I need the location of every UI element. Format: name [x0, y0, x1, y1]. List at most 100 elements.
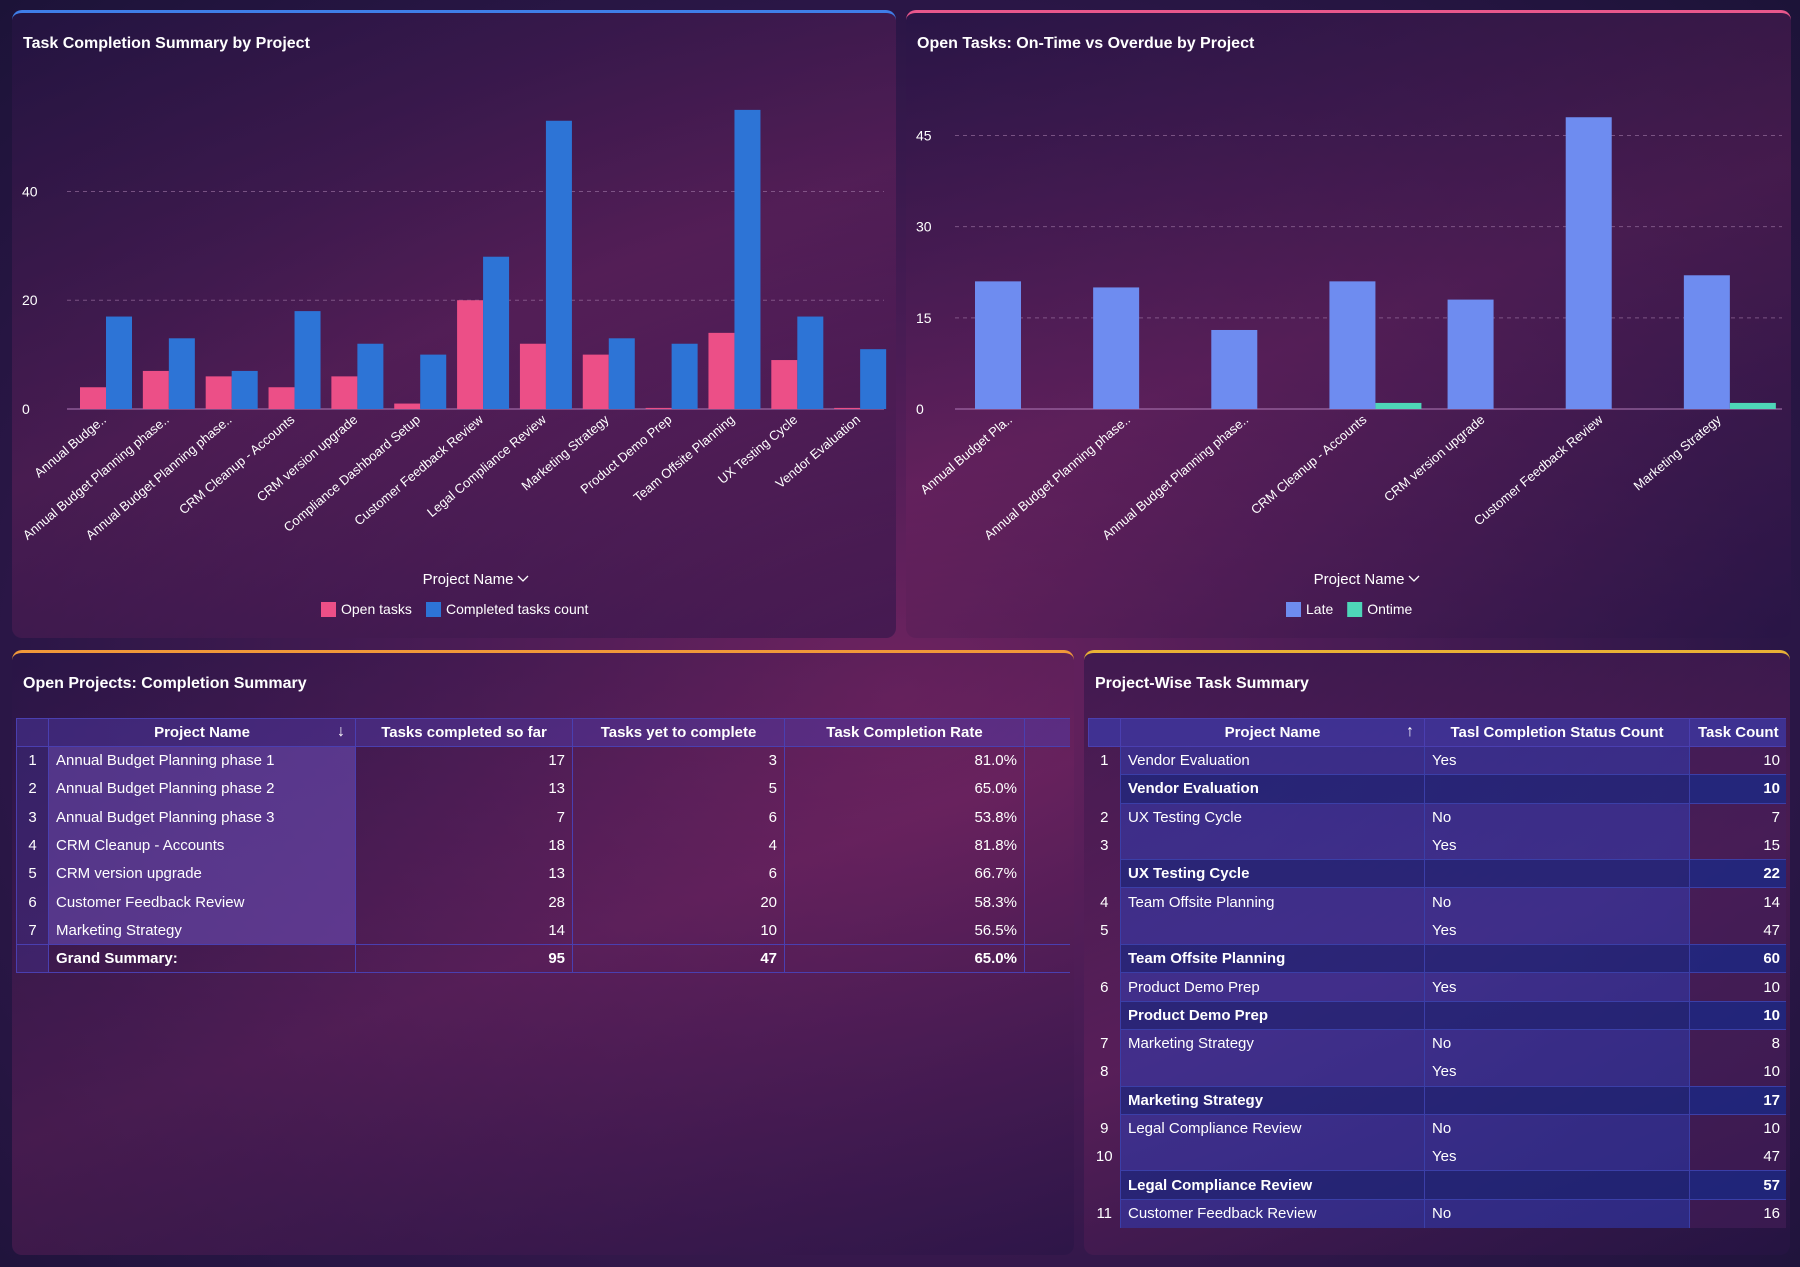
project-wise-table-panel: Project-Wise Task Summary Project Name ↑…: [1084, 650, 1790, 1255]
project-name-cell: Customer Feedback Review: [48, 887, 356, 917]
task-count-cell: 10: [1689, 1114, 1786, 1143]
table-row[interactable]: 3 Yes 15: [1089, 831, 1786, 860]
empty-cell: [1024, 774, 1070, 804]
empty-cell: [1024, 859, 1070, 888]
col-tasks-completed[interactable]: Tasks completed so far: [355, 718, 573, 747]
panel-title: Project-Wise Task Summary: [1095, 675, 1309, 692]
bar-completed-tasks-count: [231, 370, 258, 409]
chevron-down-icon: [517, 575, 529, 582]
table-row[interactable]: 10 Yes 47: [1089, 1142, 1786, 1171]
project-name-cell: [1120, 916, 1425, 945]
table-row[interactable]: 4 CRM Cleanup - Accounts 18 4 81.8%: [16, 831, 1070, 860]
subtotal-row[interactable]: Marketing Strategy 17: [1089, 1085, 1786, 1115]
col-completion-rate[interactable]: Task Completion Rate: [784, 718, 1025, 747]
x-tick-label: Customer Feedback Review: [351, 411, 486, 528]
row-index: 3: [16, 803, 49, 832]
index-header: [1088, 718, 1121, 747]
completion-rate-cell: 56.5%: [784, 916, 1025, 945]
status-count-cell: Yes: [1424, 1057, 1690, 1087]
bar-open-tasks: [519, 343, 546, 409]
row-index: [1089, 860, 1121, 888]
table-row[interactable]: 8 Yes 10: [1089, 1057, 1786, 1087]
bar-completed-tasks-count: [671, 343, 698, 409]
subtotal-row[interactable]: Vendor Evaluation 10: [1089, 774, 1786, 804]
empty-cell: [1024, 944, 1070, 974]
completion-rate-cell: 66.7%: [784, 859, 1025, 888]
bar-completed-tasks-count: [734, 109, 761, 409]
empty-cell: [1024, 803, 1070, 832]
col-tasks-yet[interactable]: Tasks yet to complete: [572, 718, 785, 747]
completion-rate-cell: 81.8%: [784, 831, 1025, 860]
project-name-cell: [1120, 1057, 1425, 1087]
table-row[interactable]: 7 Marketing Strategy 14 10 56.5%: [16, 916, 1070, 945]
y-tick-label: 15: [916, 310, 932, 326]
table-row[interactable]: 6 Product Demo Prep Yes 10: [1089, 972, 1786, 1002]
task-count-cell: 60: [1689, 944, 1786, 974]
table-row[interactable]: 1 Annual Budget Planning phase 1 17 3 81.0%: [16, 746, 1070, 775]
row-index: [1089, 775, 1121, 803]
row-index: 1: [16, 746, 49, 775]
table-row[interactable]: 2 Annual Budget Planning phase 2 13 5 65.0%: [16, 774, 1070, 804]
table-row[interactable]: 11 Customer Feedback Review No 16: [1089, 1199, 1786, 1228]
table-row[interactable]: 5 CRM version upgrade 13 6 66.7%: [16, 859, 1070, 888]
table-row[interactable]: 9 Legal Compliance Review No 10: [1089, 1114, 1786, 1143]
table-row[interactable]: 7 Marketing Strategy No 8: [1089, 1029, 1786, 1058]
legend-swatch: [426, 602, 441, 617]
subtotal-row[interactable]: Legal Compliance Review 57: [1089, 1170, 1786, 1200]
chevron-down-icon: [1408, 575, 1420, 582]
table-row[interactable]: 2 UX Testing Cycle No 7: [1089, 803, 1786, 832]
bar-open-tasks: [457, 300, 484, 409]
col-task-count[interactable]: Task Count: [1689, 718, 1786, 747]
project-name-cell: CRM Cleanup - Accounts: [48, 831, 356, 860]
table-row[interactable]: 1 Vendor Evaluation Yes 10: [1089, 746, 1786, 775]
legend-label: Open tasks: [341, 601, 412, 617]
table-row[interactable]: 6 Customer Feedback Review 28 20 58.3%: [16, 887, 1070, 917]
task-count-cell: 10: [1689, 1057, 1786, 1087]
panel-title: Open Tasks: On-Time vs Overdue by Projec…: [917, 35, 1255, 52]
row-index: [1089, 1086, 1121, 1114]
legend-swatch: [1286, 602, 1301, 617]
empty-header: [1024, 718, 1070, 747]
row-index: 5: [1100, 921, 1109, 939]
table-row[interactable]: 3 Annual Budget Planning phase 3 7 6 53.8%: [16, 803, 1070, 832]
panel-title: Task Completion Summary by Project: [23, 35, 310, 52]
sort-asc-icon[interactable]: ↑: [1406, 723, 1414, 740]
tasks-completed-cell: 28: [355, 887, 573, 917]
y-tick-label: 30: [916, 219, 932, 235]
legend-swatch: [321, 602, 336, 617]
subtotal-row[interactable]: UX Testing Cycle 22: [1089, 859, 1786, 889]
bar-open-tasks: [268, 387, 295, 409]
status-count-cell: [1424, 1085, 1690, 1115]
index-header: [16, 718, 49, 747]
sort-desc-icon[interactable]: ↓: [337, 723, 345, 740]
task-count-cell: 57: [1689, 1170, 1786, 1200]
row-index: 1: [1100, 752, 1109, 770]
grand-rate-cell: 65.0%: [784, 944, 1025, 974]
bar-completed-tasks-count: [860, 349, 887, 409]
col-project-name[interactable]: Project Name ↓: [48, 718, 356, 747]
subtotal-row[interactable]: Team Offsite Planning 60: [1089, 944, 1786, 974]
task-count-cell: 17: [1689, 1085, 1786, 1115]
x-tick-label: CRM Cleanup - Accounts: [1248, 411, 1370, 517]
project-name-cell: Vendor Evaluation: [1120, 746, 1425, 775]
bar-open-tasks: [771, 360, 798, 409]
x-tick-label: Team Offsite Planning: [630, 412, 737, 505]
task-count-cell: 10: [1689, 746, 1786, 775]
grand-done-cell: 95: [355, 944, 573, 974]
completion-rate-cell: 81.0%: [784, 746, 1025, 775]
table-row[interactable]: 4 Team Offsite Planning No 14: [1089, 887, 1786, 917]
status-count-cell: [1424, 774, 1690, 804]
subtotal-row[interactable]: Product Demo Prep 10: [1089, 1000, 1786, 1030]
tasks-yet-cell: 20: [572, 887, 785, 917]
table-row[interactable]: 5 Yes 47: [1089, 916, 1786, 945]
col-project-name[interactable]: Project Name ↑: [1120, 718, 1425, 747]
task-count-cell: 8: [1689, 1029, 1786, 1058]
project-name-cell: Annual Budget Planning phase 1: [48, 746, 356, 775]
col-status-count[interactable]: Tasl Completion Status Count: [1424, 718, 1690, 747]
bar-completed-tasks-count: [483, 256, 510, 409]
y-tick-label: 0: [916, 401, 924, 417]
x-tick-label: Marketing Strategy: [1631, 411, 1725, 493]
bar-open-tasks: [394, 403, 421, 409]
bar-completed-tasks-count: [608, 338, 635, 409]
